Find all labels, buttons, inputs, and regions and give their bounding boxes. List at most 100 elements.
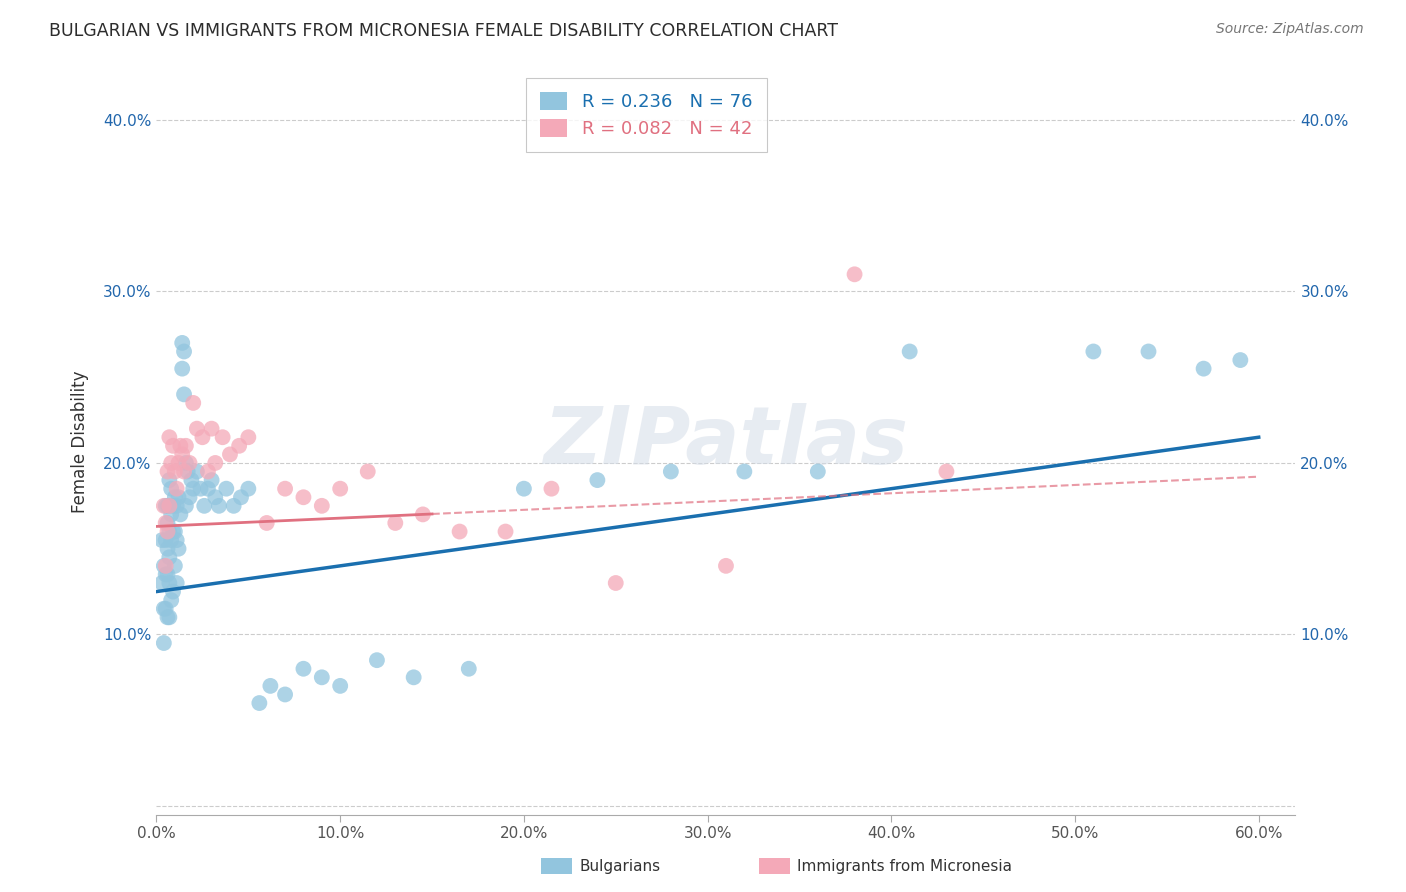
Point: [155, 567, 177, 582]
Point: [311, 670, 333, 684]
Point: [540, 482, 562, 496]
Point: [211, 430, 233, 444]
Point: [163, 558, 186, 573]
Point: [247, 696, 270, 710]
Point: [200, 473, 222, 487]
Point: [153, 558, 176, 573]
Point: [157, 499, 180, 513]
Point: [155, 516, 177, 530]
Point: [157, 430, 180, 444]
Point: [166, 499, 188, 513]
Point: [156, 524, 179, 539]
Point: [807, 465, 830, 479]
Point: [197, 465, 219, 479]
Point: [222, 499, 245, 513]
Point: [155, 558, 177, 573]
Point: [457, 662, 479, 676]
Point: [173, 344, 195, 359]
Point: [163, 490, 186, 504]
Point: [733, 465, 755, 479]
Point: [659, 465, 682, 479]
Point: [157, 499, 180, 513]
Point: [186, 422, 208, 436]
Point: [160, 456, 183, 470]
Point: [1229, 353, 1251, 368]
Point: [166, 533, 188, 548]
Y-axis label: Female Disability: Female Disability: [72, 370, 89, 513]
Point: [172, 335, 194, 350]
Point: [162, 524, 184, 539]
Point: [1137, 344, 1160, 359]
Point: [204, 456, 226, 470]
Text: Bulgarians: Bulgarians: [579, 859, 661, 873]
Point: [412, 508, 434, 522]
Point: [292, 490, 315, 504]
Point: [173, 465, 195, 479]
Point: [238, 430, 260, 444]
Point: [181, 396, 204, 410]
Point: [155, 533, 177, 548]
Point: [167, 456, 190, 470]
Point: [208, 499, 231, 513]
Point: [153, 636, 176, 650]
Point: [150, 533, 173, 548]
Point: [238, 482, 260, 496]
Point: [586, 473, 609, 487]
Point: [169, 439, 191, 453]
Point: [155, 601, 177, 615]
Point: [1192, 361, 1215, 376]
Point: [259, 679, 281, 693]
Point: [180, 473, 202, 487]
Point: [155, 499, 177, 513]
Point: [166, 576, 188, 591]
Point: [219, 447, 242, 461]
Point: [162, 439, 184, 453]
Point: [229, 490, 252, 504]
Point: [160, 593, 183, 607]
Point: [935, 465, 957, 479]
Point: [181, 482, 204, 496]
Point: [156, 567, 179, 582]
Point: [177, 465, 200, 479]
Text: Source: ZipAtlas.com: Source: ZipAtlas.com: [1216, 22, 1364, 37]
Point: [274, 482, 297, 496]
Point: [169, 508, 191, 522]
Point: [329, 679, 352, 693]
Point: [197, 482, 219, 496]
Point: [204, 490, 226, 504]
Point: [157, 550, 180, 565]
Point: [160, 482, 183, 496]
Point: [193, 499, 215, 513]
Text: ZIPatlas: ZIPatlas: [544, 402, 908, 481]
Point: [172, 447, 194, 461]
Point: [162, 584, 184, 599]
Point: [174, 499, 197, 513]
Point: [174, 439, 197, 453]
Point: [160, 508, 183, 522]
Point: [449, 524, 471, 539]
Point: [173, 387, 195, 401]
Point: [179, 456, 201, 470]
Point: [274, 688, 297, 702]
Point: [215, 482, 238, 496]
Text: BULGARIAN VS IMMIGRANTS FROM MICRONESIA FEMALE DISABILITY CORRELATION CHART: BULGARIAN VS IMMIGRANTS FROM MICRONESIA …: [49, 22, 838, 40]
Point: [174, 456, 197, 470]
Point: [157, 524, 180, 539]
Point: [513, 482, 536, 496]
Point: [150, 576, 173, 591]
Point: [605, 576, 627, 591]
Point: [162, 499, 184, 513]
Point: [156, 541, 179, 556]
Point: [163, 465, 186, 479]
Point: [172, 361, 194, 376]
Point: [156, 610, 179, 624]
Point: [167, 541, 190, 556]
Point: [163, 524, 186, 539]
Point: [714, 558, 737, 573]
Point: [200, 422, 222, 436]
Point: [329, 482, 352, 496]
Point: [357, 465, 380, 479]
Point: [844, 268, 866, 282]
Point: [402, 670, 425, 684]
Point: [153, 499, 176, 513]
